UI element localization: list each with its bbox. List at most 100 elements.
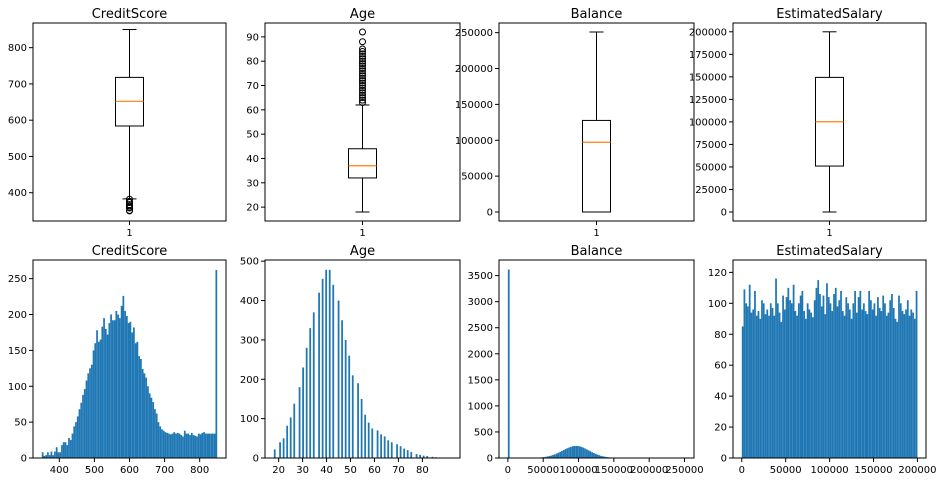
y-tick-label: 150000	[689, 72, 727, 83]
histogram-bar	[819, 294, 821, 458]
x-tick-label: 100000	[559, 465, 597, 476]
y-tick-label: 0	[21, 454, 27, 465]
histogram-bar	[601, 456, 604, 458]
histogram-bar	[415, 454, 418, 458]
histogram-bar	[783, 309, 786, 458]
histogram-bar	[273, 449, 276, 458]
y-tick-label: 80	[246, 57, 259, 68]
histogram-bar	[771, 307, 774, 458]
histogram-bar	[797, 303, 800, 458]
histogram-bar	[85, 380, 88, 458]
histogram-bar	[794, 311, 797, 458]
histogram-bar	[152, 402, 155, 458]
histogram-bar	[387, 440, 390, 458]
y-tick-label: 500	[474, 427, 493, 438]
histogram-bar	[741, 326, 744, 458]
outlier-point	[359, 84, 366, 92]
histogram-bar	[910, 309, 913, 458]
y-tick-label: 3000	[468, 297, 493, 308]
histogram-bar	[178, 433, 181, 458]
histogram-bar	[211, 433, 214, 458]
y-tick-label: 400	[8, 188, 27, 199]
histogram-bar	[799, 295, 802, 458]
y-tick-label: 400	[240, 296, 259, 307]
x-tick-label: 700	[155, 465, 174, 476]
histogram-bar	[321, 278, 324, 458]
y-tick-label: 200	[240, 375, 259, 386]
histogram-bar	[827, 297, 830, 458]
y-tick-label: 150000	[455, 100, 493, 111]
outlier-point	[359, 28, 366, 36]
histogram-bar	[110, 314, 112, 458]
histogram-bar	[806, 303, 809, 458]
histogram-bar	[603, 456, 606, 458]
outlier-point	[359, 52, 366, 60]
histogram-bar	[782, 295, 784, 458]
histogram-bar	[138, 356, 141, 458]
histogram-bar	[73, 426, 76, 458]
outlier-point	[359, 57, 366, 65]
histogram-bar	[66, 445, 69, 458]
y-tick-label: 500	[8, 152, 27, 163]
histogram-bar	[803, 311, 806, 458]
chart-title: Balance	[571, 7, 623, 22]
y-tick-label: 90	[246, 32, 259, 43]
histogram-bar	[817, 280, 820, 458]
x-tick-label: 50	[344, 465, 357, 476]
histogram-bar	[289, 417, 292, 458]
histogram-bar	[140, 359, 142, 458]
histogram-bar	[101, 326, 104, 458]
histogram-bar	[776, 303, 779, 458]
histogram-bar	[210, 433, 212, 458]
y-tick-label: 100	[240, 414, 259, 425]
histogram-bar	[68, 437, 70, 458]
histogram-bar	[150, 397, 153, 458]
histogram-bar	[882, 295, 885, 458]
histogram-bar	[866, 314, 869, 458]
outlier-point	[359, 69, 366, 77]
outlier-point	[359, 96, 366, 104]
histogram-bar	[131, 332, 134, 458]
histogram-bar	[829, 303, 832, 458]
y-tick-label: 800	[8, 43, 27, 54]
histogram-bar	[766, 309, 769, 458]
histogram-bar	[896, 321, 899, 458]
y-tick-label: 200	[8, 310, 27, 321]
histogram-bar	[562, 450, 565, 458]
histogram-bar	[600, 455, 602, 458]
histogram-bar	[787, 287, 790, 458]
histogram-bar	[173, 432, 176, 458]
histogram-bar	[410, 452, 413, 458]
histogram-bar	[312, 312, 315, 458]
histogram-bar	[325, 269, 328, 458]
histogram-bar	[155, 413, 158, 458]
y-tick-label: 60	[714, 361, 727, 372]
histogram-bar	[208, 433, 211, 458]
histogram-bar	[855, 312, 858, 458]
histogram-bar	[878, 307, 881, 458]
histogram-bar	[764, 314, 767, 458]
histogram-bar	[196, 436, 198, 458]
histogram-bar	[553, 454, 556, 458]
y-tick-label: 60	[246, 105, 259, 116]
histogram-bar	[792, 284, 795, 458]
y-tick-label: 2000	[468, 349, 493, 360]
histogram-bar	[41, 452, 44, 458]
histogram-bar	[189, 435, 191, 458]
histogram-bar	[351, 375, 354, 458]
histogram-bar	[552, 454, 554, 458]
histogram-bar	[826, 283, 828, 458]
outlier-point	[359, 62, 366, 70]
histogram-bar	[569, 446, 572, 458]
histogram-bar	[286, 425, 289, 458]
histogram-bar	[348, 355, 351, 458]
y-tick-label: 100	[708, 299, 727, 310]
histogram-bar	[773, 315, 776, 458]
y-tick-label: 1500	[468, 375, 493, 386]
histogram-bar	[789, 300, 791, 458]
chart-title: CreditScore	[92, 244, 168, 259]
histogram-bar	[328, 269, 331, 458]
x-tick-label: 1	[826, 228, 832, 239]
histogram-bar	[815, 287, 818, 458]
